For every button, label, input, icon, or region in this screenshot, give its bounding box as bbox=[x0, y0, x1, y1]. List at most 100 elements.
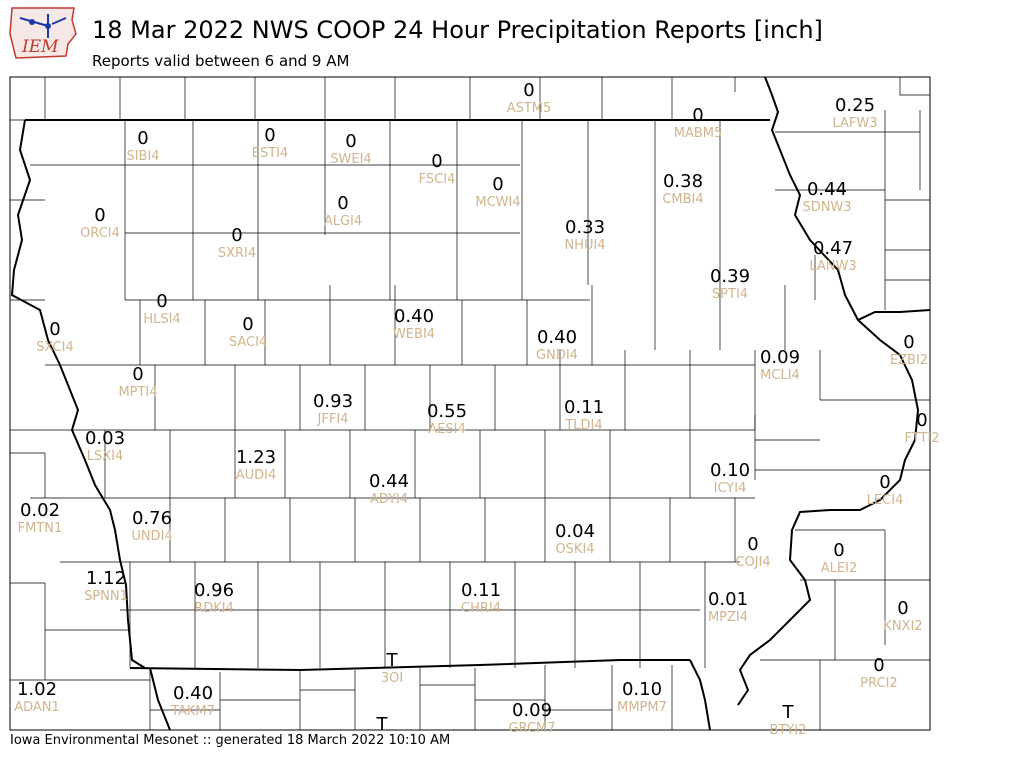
station-id: NHUI4 bbox=[564, 238, 605, 253]
footer-text: Iowa Environmental Mesonet :: generated … bbox=[10, 733, 451, 748]
station-id: ALGI4 bbox=[324, 214, 362, 229]
precip-value: 0 bbox=[523, 80, 534, 101]
precip-value: 0.76 bbox=[132, 508, 172, 529]
precip-value: 0.55 bbox=[427, 401, 467, 422]
station-id: SPTI4 bbox=[712, 287, 748, 302]
page-subtitle: Reports valid between 6 and 9 AM bbox=[92, 52, 350, 70]
precip-value: 0 bbox=[692, 105, 703, 126]
station-id: LECI4 bbox=[867, 493, 904, 508]
station-id: FTTI2 bbox=[904, 431, 939, 446]
station-id: ICYI4 bbox=[714, 481, 747, 496]
precip-value: 0.96 bbox=[194, 580, 234, 601]
station-unlabeled: T bbox=[376, 714, 389, 735]
station-id: TAKM7 bbox=[170, 704, 215, 719]
precip-value: 0.39 bbox=[710, 266, 750, 287]
station-id: EZBI2 bbox=[890, 353, 928, 368]
station-id: RDKI4 bbox=[194, 601, 234, 616]
station-id: 3OI bbox=[381, 671, 403, 686]
station-id: CHRI4 bbox=[461, 601, 501, 616]
precip-value: 0 bbox=[903, 332, 914, 353]
precip-value: 0 bbox=[137, 128, 148, 149]
station-id: MCWI4 bbox=[475, 195, 520, 210]
precip-value: 0 bbox=[231, 225, 242, 246]
precip-value: 1.02 bbox=[17, 679, 57, 700]
precip-value: 0 bbox=[242, 314, 253, 335]
precip-value: T bbox=[386, 650, 399, 671]
station-id: MMPM7 bbox=[617, 700, 667, 715]
precip-value: 0.33 bbox=[565, 217, 605, 238]
station-id: ADAN1 bbox=[14, 700, 60, 715]
precip-value: 0 bbox=[264, 125, 275, 146]
station-id: SDNW3 bbox=[802, 200, 851, 215]
precip-value: 0.09 bbox=[512, 700, 552, 721]
station-id: SXRI4 bbox=[218, 246, 256, 261]
precip-value: 1.23 bbox=[236, 447, 276, 468]
station-id: UNDI4 bbox=[131, 529, 172, 544]
station-id: ESTI4 bbox=[252, 146, 289, 161]
precip-value: 0 bbox=[156, 291, 167, 312]
precip-value: 0 bbox=[879, 472, 890, 493]
state-boundaries bbox=[10, 76, 931, 731]
station-id: ASTM5 bbox=[507, 101, 552, 116]
station-id: ADYI4 bbox=[370, 492, 408, 507]
precip-value: 0 bbox=[833, 540, 844, 561]
precip-value: 0.40 bbox=[394, 306, 434, 327]
precip-value: 0 bbox=[916, 410, 927, 431]
station-id: TLDI4 bbox=[564, 418, 602, 433]
precip-value: 0 bbox=[873, 655, 884, 676]
precip-value: 0.11 bbox=[564, 397, 604, 418]
station-id: ORCI4 bbox=[80, 226, 120, 241]
county-boundaries bbox=[9, 76, 931, 731]
precip-value: 0 bbox=[337, 193, 348, 214]
precip-value: 0 bbox=[49, 319, 60, 340]
station-id: ALEI2 bbox=[821, 561, 857, 576]
precip-value: 0.25 bbox=[835, 95, 875, 116]
precip-value: 0.44 bbox=[369, 471, 409, 492]
station-id: PRCI2 bbox=[860, 676, 897, 691]
precip-value: 0.11 bbox=[461, 580, 501, 601]
precip-value: 0 bbox=[747, 534, 758, 555]
precip-value: 0 bbox=[345, 131, 356, 152]
station-id: HLSI4 bbox=[143, 312, 180, 327]
station-id: BTYI2 bbox=[770, 723, 807, 738]
precip-value: 0.38 bbox=[663, 171, 703, 192]
precip-value: 0.04 bbox=[555, 521, 595, 542]
station-id: KNXI2 bbox=[883, 619, 922, 634]
precip-value: 0.40 bbox=[173, 683, 213, 704]
precip-value: 0.02 bbox=[20, 500, 60, 521]
station-id: FSCI4 bbox=[419, 172, 456, 187]
station-id: COJI4 bbox=[735, 555, 770, 570]
station-id: AESI4 bbox=[428, 422, 465, 437]
logo-text: IEM bbox=[21, 37, 59, 57]
precip-value: 0 bbox=[132, 364, 143, 385]
precip-value: 0.93 bbox=[313, 391, 353, 412]
